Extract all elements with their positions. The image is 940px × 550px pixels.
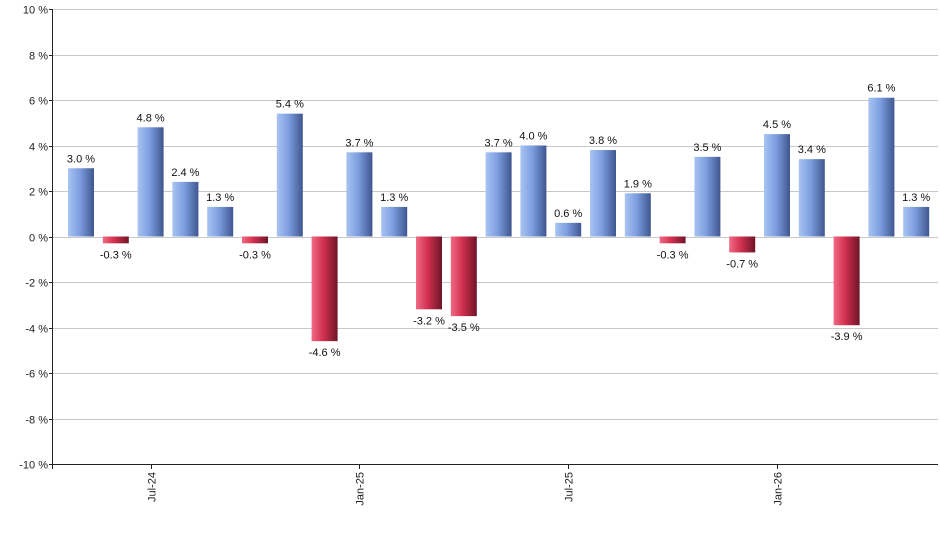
bar-positive [555, 222, 582, 237]
bar-positive [137, 127, 164, 237]
bar-value-label: 2.4 % [171, 167, 199, 179]
x-tick-label: Jul-25 [564, 472, 576, 502]
y-axis-tick-labels: 10 % 8 % 6 % 4 % 2 % 0 % -2 % -4 % -6 % -8 % -10 % [19, 5, 48, 472]
bar-positive [68, 168, 94, 237]
bar-value-label: 5.4 % [276, 99, 304, 111]
bar-value-label: 1.3 % [206, 192, 234, 204]
bar-positive [868, 97, 895, 237]
bar-positive [485, 152, 512, 237]
bar-positive [764, 134, 790, 237]
bar-value-label: -0.3 % [657, 249, 689, 261]
bar-value-label: -3.9 % [831, 331, 863, 343]
axes [49, 9, 938, 469]
bar-value-label: 6.1 % [867, 83, 895, 95]
bar-negative [729, 236, 756, 253]
y-tick-label: -10 % [19, 460, 48, 472]
bar-value-label: -3.2 % [413, 315, 445, 327]
bar-negative [833, 236, 860, 326]
bar-value-label: 3.7 % [345, 137, 373, 149]
bar-data-labels: 3.0 % -0.3 % 4.8 % 2.4 % 1.3 % -0.3 % 5.4 % -4.… [67, 83, 931, 359]
bar-value-label: 3.4 % [798, 144, 826, 156]
bar-positive [276, 113, 303, 237]
bar-negative [311, 236, 338, 342]
y-tick-label: 6 % [29, 96, 48, 108]
bar-positive [172, 181, 199, 237]
bar-value-label: 4.0 % [519, 131, 547, 143]
bar-positive [903, 206, 930, 237]
bar-negative [416, 236, 442, 310]
y-tick-label: -2 % [25, 278, 48, 290]
bar-value-label: 0.6 % [554, 208, 582, 220]
bar-value-label: 1.9 % [624, 178, 652, 190]
bar-value-label: 1.3 % [380, 192, 408, 204]
bar-positive [590, 150, 616, 237]
bar-value-label: 3.7 % [485, 137, 513, 149]
bar-negative [242, 236, 268, 244]
y-tick-label: 4 % [29, 142, 48, 154]
y-tick-label: -4 % [25, 324, 48, 336]
y-tick-label: 0 % [29, 233, 48, 245]
x-tick-label: Jan-26 [773, 472, 785, 506]
bar-negative [659, 236, 686, 244]
bar-value-label: 3.0 % [67, 153, 95, 165]
bar-value-label: -0.7 % [726, 258, 758, 270]
bar-positive [694, 156, 721, 237]
bars [68, 97, 930, 342]
y-tick-label: 10 % [23, 5, 48, 17]
bar-value-label: 4.5 % [763, 119, 791, 131]
bar-positive [207, 206, 234, 237]
bar-negative [450, 236, 477, 317]
y-tick-label: -6 % [25, 369, 48, 381]
bar-positive [624, 193, 651, 237]
y-tick-label: -8 % [25, 415, 48, 427]
y-tick-label: 8 % [29, 51, 48, 63]
bar-value-label: 4.8 % [137, 112, 165, 124]
bar-value-label: -0.3 % [239, 249, 271, 261]
bar-value-label: -3.5 % [448, 322, 480, 334]
bar-positive [520, 145, 547, 237]
bar-value-label: 3.5 % [693, 142, 721, 154]
y-tick-label: 2 % [29, 187, 48, 199]
bar-value-label: -4.6 % [309, 347, 341, 359]
x-tick-label: Jan-25 [355, 472, 367, 506]
bar-positive [798, 159, 825, 237]
bar-negative [102, 236, 129, 244]
bar-value-label: 3.8 % [589, 135, 617, 147]
x-tick-label: Jul-24 [147, 472, 159, 502]
x-axis-tick-labels: Jul-24 Jan-25 Jul-25 Jan-26 [147, 472, 785, 506]
gridlines [52, 9, 938, 465]
bar-positive [381, 206, 408, 237]
bar-value-label: -0.3 % [100, 249, 132, 261]
bar-value-label: 1.3 % [902, 192, 930, 204]
bar-positive [346, 152, 373, 237]
